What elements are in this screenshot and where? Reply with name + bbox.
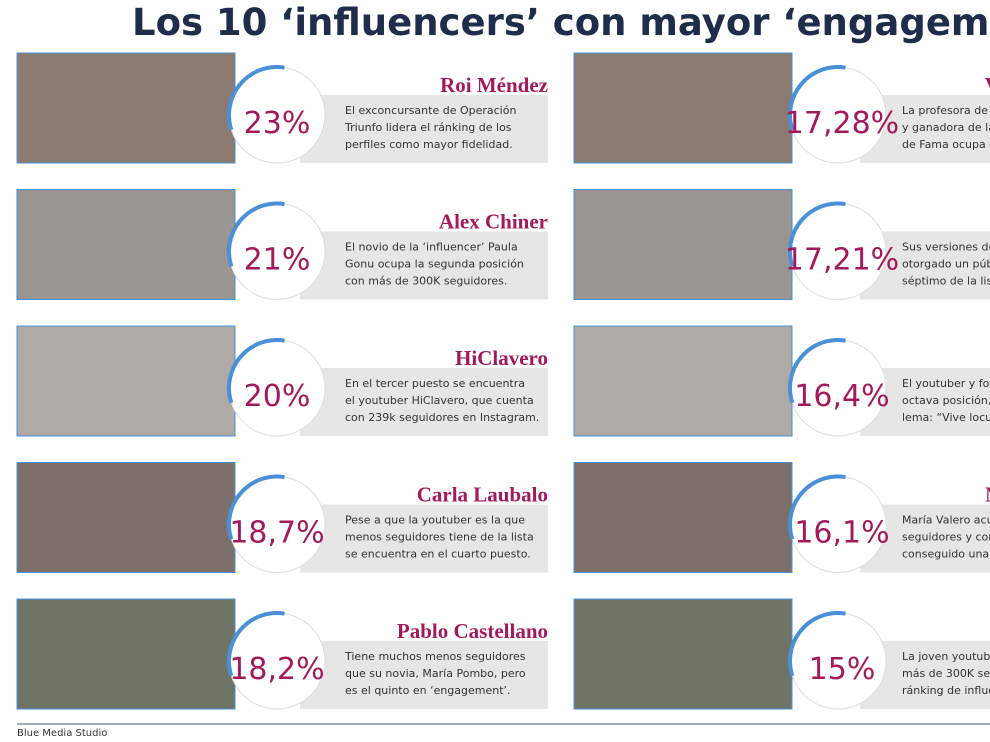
description-line: María Valero acu [902,514,990,527]
value: 18,7% [229,516,324,551]
name: Carla Laubalo [417,483,548,507]
description-line: se encuentra en el cuarto puesto. [345,548,531,561]
ring-arc [227,338,285,404]
text-box [300,231,548,300]
description-line: Tiene muchos menos seguidores [344,650,526,663]
text-box [300,641,548,709]
description-line: ránking de influenc [902,684,990,697]
ring-arc [788,201,846,267]
name: Vi [985,73,990,97]
ring-arc [788,65,846,131]
photo [573,462,793,573]
description-line: Pese a que la youtuber es la que [345,514,525,527]
value: 17,21% [785,243,899,278]
description-line: el youtuber HiClavero, que cuenta [345,394,534,407]
ring-arc [788,474,846,540]
value: 17,28% [785,106,899,141]
ring-arc [227,474,285,540]
photo [16,189,236,300]
photo [573,325,793,437]
value: 18,2% [229,652,324,687]
description-line: conseguido una [902,548,989,561]
text-box [300,95,548,163]
description-line: con más de 300K seguidores. [345,275,507,288]
description-line: En el tercer puesto se encuentra [345,377,525,390]
value: 16,1% [794,516,889,551]
value: 23% [244,106,311,141]
name: HiClavero [455,346,548,370]
description-line: es el quinto en ‘engagement’. [345,684,511,697]
photo [16,325,236,437]
ring-arc [227,611,285,677]
description-line: séptimo de la lis [902,275,990,288]
value: 16,4% [794,379,889,414]
name: Roi Méndez [440,73,548,97]
value: 21% [244,243,311,278]
ring-arc [788,338,846,404]
source: Blue Media Studio [17,728,107,739]
description-line: La profesora de [902,104,988,117]
description-line: octava posición, [902,394,990,407]
description-line: menos seguidores tiene de la lista [345,531,534,544]
description-line: más de 300K segui [902,667,990,680]
title: Los 10 ‘influencers’ con mayor ‘engageme… [132,1,990,44]
description-line: Gonu ocupa la segunda posición [345,258,524,271]
description-line: El exconcursante de Operación [345,104,516,117]
value: 15% [809,652,876,687]
photo [16,462,236,573]
ring-arc [788,611,846,677]
description-line: otorgado un púb [902,258,990,271]
photo [573,189,793,300]
description-line: lema: “Vive locu [902,411,990,424]
text-box [300,368,548,436]
description-line: de Fama ocupa e [902,138,990,151]
description-line: Sus versiones de [902,241,990,254]
description-line: El novio de la ‘influencer’ Paula [345,241,518,254]
description-line: y ganadora de la [902,121,990,134]
name: Pablo Castellano [397,619,548,643]
photo [573,52,793,164]
description-line: seguidores y con [902,531,990,544]
description-line: con 239k seguidores en Instagram. [345,411,539,424]
photo [573,598,793,710]
description-line: perfiles como mayor fidelidad. [345,138,513,151]
description-line: que su novia, María Pombo, pero [345,667,526,680]
ring-arc [227,65,285,131]
name: Alex Chiner [439,210,548,234]
photo [16,52,236,164]
text-box [300,504,548,573]
description-line: Triunfo lidera el ránking de los [344,121,512,134]
ring-arc [227,201,285,267]
name: M [985,483,990,507]
value: 20% [244,379,311,414]
description-line: La joven youtuber, [902,650,990,663]
photo [16,598,236,710]
description-line: El youtuber y fot [902,377,990,390]
